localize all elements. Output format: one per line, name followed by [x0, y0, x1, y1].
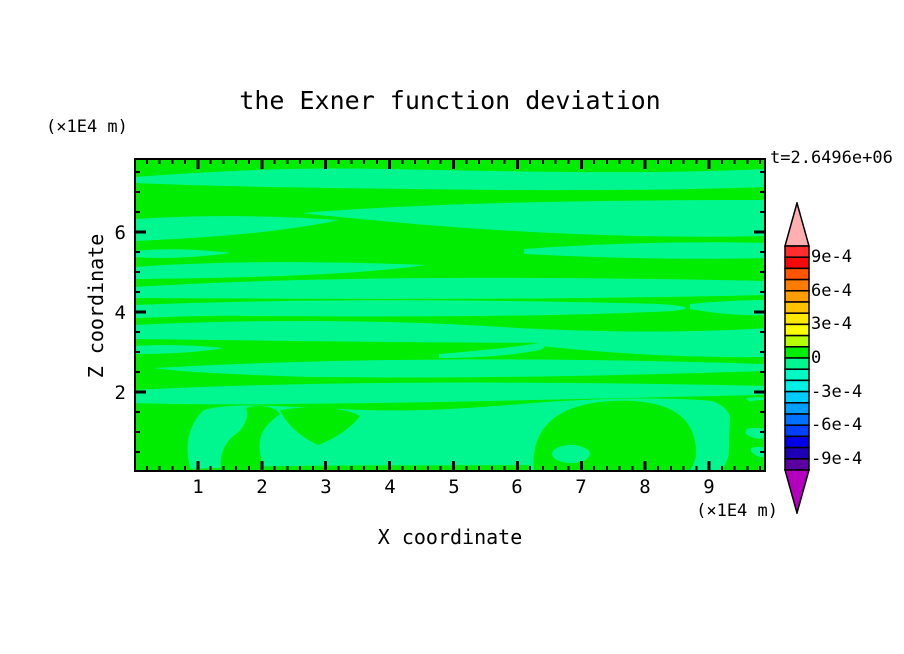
- colorbar-band: [784, 312, 810, 326]
- colorbar-band: [784, 446, 810, 460]
- x-tick-label: 5: [448, 476, 460, 498]
- colorbar-tick-label: -3e-4: [811, 382, 863, 402]
- colorbar-band: [784, 368, 810, 382]
- colorbar-tick-label: 3e-4: [811, 314, 852, 334]
- colorbar-band: [784, 290, 810, 303]
- x-axis-unit-label: (×1E4 m): [696, 501, 778, 521]
- colorbar-band: [784, 256, 810, 270]
- contour-field: [134, 168, 766, 472]
- colorbar-over-arrow: [784, 202, 810, 247]
- z-axis-unit-label: (×1E4 m): [46, 117, 128, 137]
- colorbar-tick-label: 6e-4: [811, 281, 852, 301]
- colorbar-tick-label: -6e-4: [811, 415, 863, 435]
- colorbar: [784, 202, 810, 514]
- x-tick-label: 9: [703, 476, 715, 498]
- colorbar-band: [784, 357, 810, 370]
- colorbar-tick-label: -9e-4: [811, 449, 863, 469]
- colorbar-band: [784, 245, 810, 258]
- plot-frame: [134, 158, 766, 472]
- colorbar-band: [784, 402, 810, 415]
- x-axis-title: X coordinate: [377, 525, 523, 549]
- colorbar-band: [784, 334, 810, 348]
- x-tick-label: 8: [639, 476, 651, 498]
- colorbar-band: [784, 267, 810, 281]
- z-tick-label: 6: [114, 222, 126, 244]
- colorbar-band: [784, 413, 810, 426]
- colorbar-band: [784, 278, 810, 292]
- time-label: t=2.6496e+06: [770, 148, 893, 168]
- x-tick-label: 2: [256, 476, 268, 498]
- z-tick-label: 4: [114, 302, 126, 324]
- colorbar-under-arrow: [784, 469, 810, 514]
- colorbar-band: [784, 323, 810, 337]
- colorbar-band: [784, 390, 810, 404]
- x-tick-label: 7: [575, 476, 587, 498]
- x-tick-label: 4: [384, 476, 396, 498]
- colorbar-tick-label: 9e-4: [811, 247, 852, 267]
- x-tick-label: 3: [320, 476, 332, 498]
- colorbar-tick-label: 0: [811, 348, 822, 368]
- plot-title: the Exner function deviation: [239, 86, 661, 115]
- colorbar-band: [784, 458, 810, 471]
- colorbar-band: [784, 424, 810, 438]
- x-tick-label: 6: [511, 476, 523, 498]
- plot-area: [134, 158, 766, 472]
- colorbar-band: [784, 301, 810, 314]
- x-tick-label: 1: [192, 476, 204, 498]
- colorbar-band: [784, 435, 810, 449]
- colorbar-band: [784, 346, 810, 359]
- z-tick-label: 2: [114, 382, 126, 404]
- colorbar-band: [784, 379, 810, 393]
